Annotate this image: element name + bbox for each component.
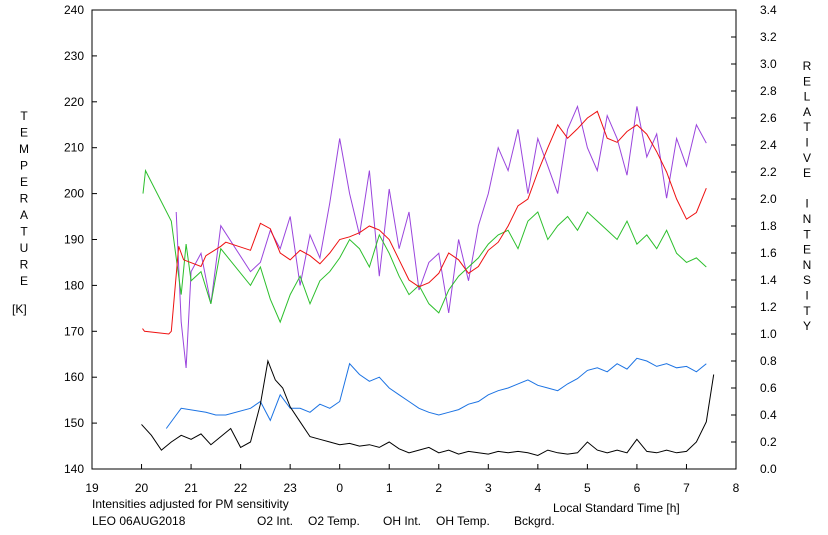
x-tick-label: 5 — [584, 481, 591, 495]
right-axis-label-letter: S — [803, 273, 811, 287]
legend-item: Bckgrd. — [514, 514, 555, 528]
left-axis-label-letter: E — [20, 175, 28, 189]
right-tick-label: 1.4 — [760, 273, 777, 287]
x-tick-label: 0 — [336, 481, 343, 495]
legend-item: O2 Temp. — [308, 514, 360, 528]
right-tick-label: 2.0 — [760, 192, 777, 206]
x-tick-label: 3 — [485, 481, 492, 495]
right-tick-label: 0.8 — [760, 354, 777, 368]
right-tick-label: 3.4 — [760, 3, 777, 17]
right-axis-label-letter: E — [803, 74, 811, 88]
series-o2-temp — [175, 104, 707, 369]
series-oh-temp — [142, 168, 707, 324]
legend-item: OH Temp. — [436, 514, 490, 528]
left-tick-label: 140 — [64, 462, 84, 476]
right-axis-label-letter: A — [803, 105, 811, 119]
right-tick-label: 1.0 — [760, 327, 777, 341]
x-tick-label: 1 — [386, 481, 393, 495]
right-axis-label-letter: E — [803, 243, 811, 257]
left-axis-label-letter: T — [20, 109, 28, 123]
left-tick-label: 220 — [64, 95, 84, 109]
left-tick-label: 170 — [64, 324, 84, 338]
x-tick-label: 6 — [634, 481, 641, 495]
sensitivity-note: Intensities adjusted for PM sensitivity — [92, 497, 289, 511]
right-axis-label-letter: V — [803, 151, 811, 165]
right-tick-label: 0.6 — [760, 381, 777, 395]
x-tick-label: 4 — [535, 481, 542, 495]
right-tick-label: 2.6 — [760, 111, 777, 125]
left-axis-label-letter: T — [20, 225, 28, 239]
left-axis-label-letter: P — [20, 159, 28, 173]
legend-item: O2 Int. — [257, 514, 293, 528]
right-axis-label-letter: L — [804, 90, 811, 104]
x-tick-label: 20 — [135, 481, 149, 495]
right-axis-label-letter: I — [805, 136, 808, 150]
left-axis: 140 150 160 170 180 190 200 210 220 230 240 — [64, 3, 97, 476]
left-axis-label-letter: M — [19, 142, 29, 156]
left-tick-label: 200 — [64, 187, 84, 201]
left-axis-unit: [K] — [12, 302, 27, 316]
right-axis-label-letter: T — [803, 120, 811, 134]
right-tick-label: 2.2 — [760, 165, 777, 179]
legend: O2 Int. O2 Temp. OH Int. OH Temp. Bckgrd. — [257, 514, 555, 528]
right-tick-label: 0.0 — [760, 462, 777, 476]
x-tick-label: 19 — [85, 481, 99, 495]
right-axis-label-letter: N — [803, 212, 812, 226]
x-tick-label: 2 — [435, 481, 442, 495]
left-tick-label: 240 — [64, 3, 84, 17]
right-axis-label-letter: T — [803, 304, 811, 318]
left-tick-label: 190 — [64, 233, 84, 247]
right-axis-label-letter: R — [803, 59, 812, 73]
series-oh-int — [142, 110, 707, 335]
right-tick-label: 0.2 — [760, 435, 777, 449]
right-axis: 0.0 0.2 0.4 0.6 0.8 1.0 1.2 1.4 1.6 1.8 2.0 2.2 2.4 2… — [731, 3, 777, 476]
right-tick-label: 1.8 — [760, 219, 777, 233]
x-tick-label: 21 — [184, 481, 198, 495]
right-tick-label: 3.0 — [760, 57, 777, 71]
right-tick-label: 0.4 — [760, 408, 777, 422]
series-bckgrd — [141, 359, 715, 457]
left-tick-label: 180 — [64, 278, 84, 292]
left-tick-label: 160 — [64, 370, 84, 384]
left-axis-label-letter: E — [20, 126, 28, 140]
legend-item: OH Int. — [383, 514, 421, 528]
right-axis-label-letter: Y — [803, 319, 811, 333]
left-axis-label-letter: R — [20, 258, 29, 272]
right-tick-label: 1.2 — [760, 300, 777, 314]
left-axis-label-letter: R — [20, 192, 29, 206]
left-tick-label: 230 — [64, 49, 84, 63]
right-tick-label: 1.6 — [760, 246, 777, 260]
x-tick-label: 7 — [683, 481, 690, 495]
right-axis-label-letter: I — [805, 197, 808, 211]
right-axis-label-letter: I — [805, 289, 808, 303]
left-axis-label-letter: U — [20, 241, 29, 255]
left-tick-label: 210 — [64, 141, 84, 155]
left-tick-label: 150 — [64, 416, 84, 430]
left-axis-label-letter: A — [20, 208, 28, 222]
x-axis: 19 20 21 22 23 0 1 2 3 4 5 6 7 8 — [85, 464, 740, 495]
x-tick-label: 8 — [733, 481, 740, 495]
right-axis-label-letter: N — [803, 258, 812, 272]
station-label: LEO 06AUG2018 — [92, 514, 186, 528]
left-axis-label-letter: E — [20, 274, 28, 288]
x-tick-label: 23 — [283, 481, 297, 495]
x-tick-label: 22 — [234, 481, 248, 495]
series-group — [141, 104, 715, 457]
right-axis-label-letter: T — [803, 227, 811, 241]
right-tick-label: 2.4 — [760, 138, 777, 152]
plot-frame — [91, 9, 737, 470]
right-axis-label-letter: E — [803, 166, 811, 180]
right-tick-label: 2.8 — [760, 84, 777, 98]
x-axis-label: Local Standard Time [h] — [553, 501, 680, 515]
right-tick-label: 3.2 — [760, 30, 777, 44]
series-o2-int — [165, 357, 707, 429]
